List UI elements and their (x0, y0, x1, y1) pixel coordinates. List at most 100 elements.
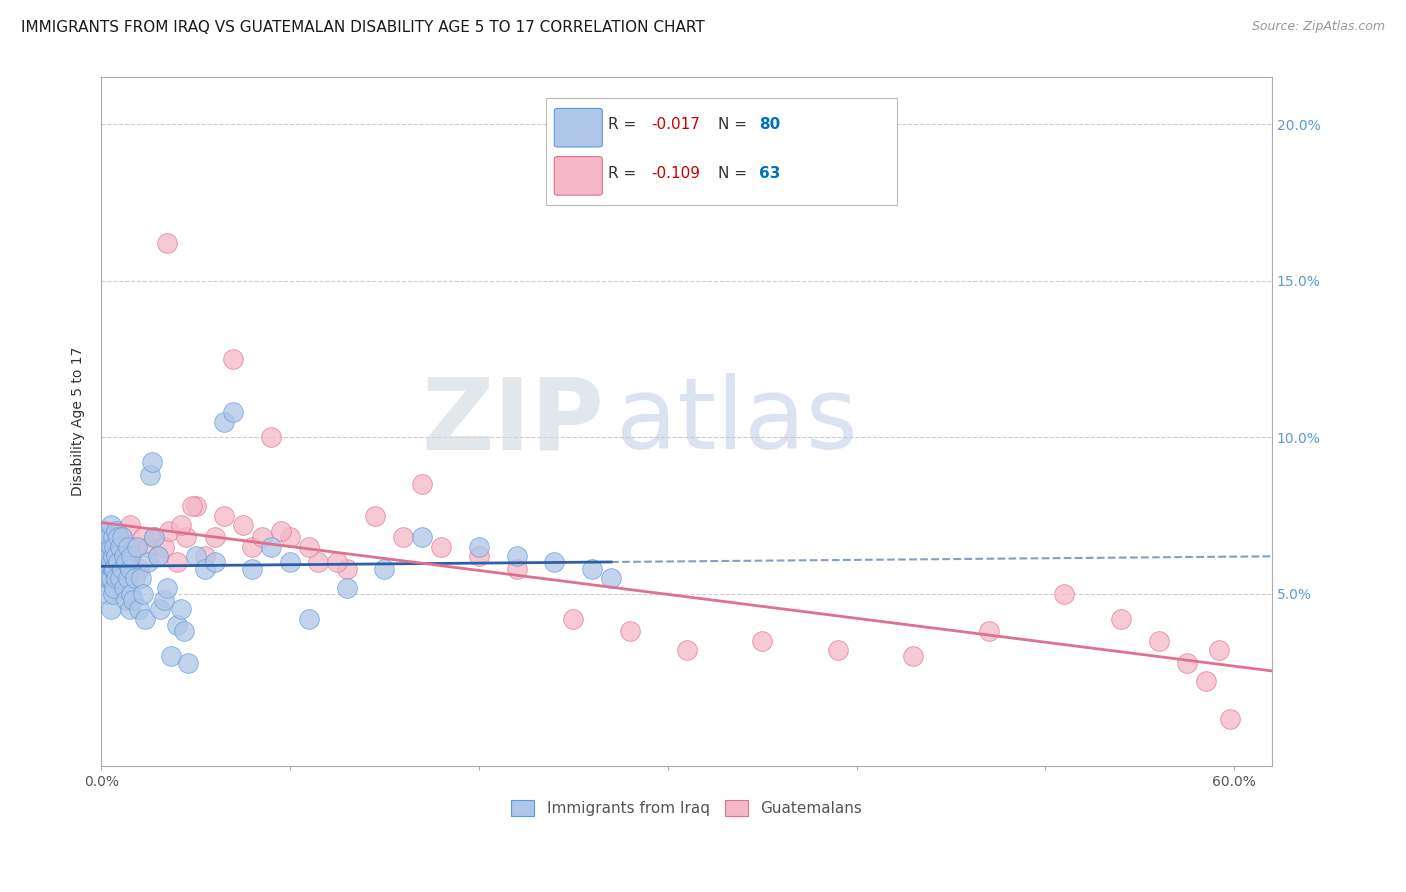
Point (101, 531, 124, 545)
Point (156, 236, 179, 251)
Point (411, 531, 433, 545)
Point (105, 524, 128, 538)
Point (127, 540, 149, 554)
Point (124, 540, 146, 554)
Legend: Immigrants from Iraq, Guatemalans: Immigrants from Iraq, Guatemalans (503, 792, 869, 823)
Point (430, 540, 453, 554)
Point (97, 571, 120, 585)
Point (411, 477, 433, 491)
Point (174, 531, 197, 545)
Point (250, 531, 273, 545)
Point (212, 415, 235, 429)
Point (169, 602, 191, 616)
Point (600, 571, 623, 585)
Point (108, 571, 131, 585)
Point (111, 531, 134, 545)
Point (103, 581, 125, 595)
Point (120, 556, 142, 570)
Point (278, 556, 301, 570)
Point (105, 562, 128, 576)
Point (194, 549, 217, 564)
Text: -0.109: -0.109 (651, 166, 700, 181)
Point (97, 531, 120, 545)
Text: -0.017: -0.017 (651, 117, 700, 132)
Point (336, 581, 359, 595)
Point (278, 531, 301, 545)
Point (132, 587, 155, 601)
Point (108, 540, 131, 554)
Point (977, 624, 1000, 639)
Point (105, 571, 128, 585)
Point (156, 581, 179, 595)
Point (124, 571, 146, 585)
Point (1219, 712, 1241, 726)
Point (1109, 612, 1132, 626)
Point (138, 540, 160, 554)
Point (619, 624, 641, 639)
Point (827, 643, 849, 657)
Text: R =: R = (609, 166, 641, 181)
Point (101, 587, 124, 601)
Point (468, 549, 491, 564)
Point (100, 556, 122, 570)
Point (107, 556, 129, 570)
Point (118, 517, 141, 532)
Point (107, 531, 129, 545)
Point (138, 556, 160, 570)
Point (128, 562, 150, 576)
Point (149, 602, 172, 616)
Point (94, 524, 117, 538)
Point (94, 540, 117, 554)
Point (184, 499, 207, 513)
Point (212, 508, 235, 523)
Point (103, 540, 125, 554)
Text: 63: 63 (759, 166, 780, 181)
Point (100, 602, 122, 616)
Text: Source: ZipAtlas.com: Source: ZipAtlas.com (1251, 20, 1385, 33)
Point (118, 562, 141, 576)
Point (91, 549, 114, 564)
Point (94, 571, 117, 585)
Point (112, 549, 135, 564)
Point (103, 540, 125, 554)
FancyBboxPatch shape (546, 98, 897, 205)
Point (543, 556, 565, 570)
Point (96, 587, 118, 601)
Point (118, 602, 141, 616)
Point (901, 649, 924, 664)
Point (270, 524, 292, 538)
Point (326, 556, 349, 570)
Text: N =: N = (718, 117, 752, 132)
Point (132, 531, 155, 545)
Point (101, 549, 124, 564)
Point (166, 556, 188, 570)
Point (152, 540, 174, 554)
Point (139, 467, 162, 482)
Point (505, 549, 527, 564)
Point (166, 618, 188, 632)
Text: 80: 80 (759, 117, 780, 132)
Point (240, 540, 263, 554)
Point (120, 549, 142, 564)
Point (1195, 674, 1218, 689)
Text: N =: N = (718, 166, 752, 181)
Point (100, 571, 122, 585)
Point (91, 540, 114, 554)
Point (107, 549, 129, 564)
Point (96, 549, 118, 564)
Point (114, 556, 136, 570)
Point (1208, 643, 1230, 657)
Point (143, 531, 166, 545)
Point (173, 624, 195, 639)
Point (1147, 633, 1170, 648)
Point (141, 455, 163, 469)
Point (675, 643, 697, 657)
Point (392, 531, 415, 545)
Point (117, 571, 139, 585)
Y-axis label: Disability Age 5 to 17: Disability Age 5 to 17 (72, 347, 86, 496)
Point (105, 549, 128, 564)
Point (101, 556, 124, 570)
Point (111, 562, 134, 576)
Point (1053, 587, 1076, 601)
Point (117, 540, 139, 554)
